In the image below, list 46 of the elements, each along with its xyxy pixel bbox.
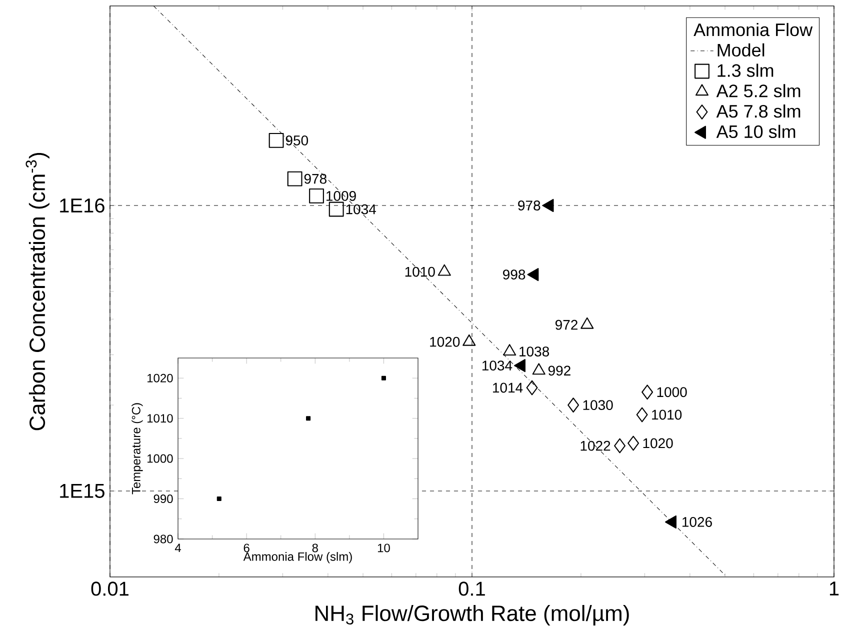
annotation: 972 (555, 320, 578, 330)
annotation: 1009 (326, 191, 356, 201)
annotation: 1038 (520, 346, 550, 356)
annotation: 1022 (580, 440, 610, 451)
annotation: 978 (518, 200, 540, 210)
annotation: 1026 (682, 517, 712, 527)
point (216, 496, 222, 502)
annotation: 992 (548, 366, 570, 376)
annotation: 998 (503, 270, 526, 280)
annotation: 1010 (405, 266, 435, 277)
x-tick-label: 1 (830, 582, 839, 596)
legend-label: A5 10 slm (716, 124, 796, 138)
legend-label: A5 7.8 slm (716, 104, 800, 118)
x-axis-title: Ammonia Flow (slm) (243, 552, 352, 564)
annotation: 1020 (643, 438, 673, 448)
x-axis-title: NH$_{3}$ Flow/Growth Rate (mol/µm) (316, 604, 629, 626)
y-tick-label: 1E16 (60, 198, 104, 213)
point (381, 376, 386, 380)
y-tick-label: 1020 (148, 374, 173, 382)
annotation: 1034 (346, 204, 376, 214)
annotation: 1034 (482, 360, 512, 371)
y-tick-label: 1010 (148, 414, 173, 423)
y-tick-label: 1E15 (60, 484, 104, 498)
x-tick-label: 8 (312, 544, 318, 552)
x-tick-label: 10 (378, 544, 390, 552)
annotation: 950 (286, 135, 308, 146)
y-tick-label: 990 (154, 494, 173, 504)
x-tick-label: 0.01 (91, 582, 128, 596)
annotation: 978 (304, 174, 326, 184)
annotation: 1010 (652, 410, 682, 420)
legend-title: Ammonia Flow (694, 22, 813, 36)
y-axis-title: Temperature (°C) (132, 403, 143, 494)
y-tick-label: 980 (154, 534, 173, 544)
legend-label: 1.3 slm (718, 64, 774, 77)
legend-label: Model (718, 43, 764, 57)
y-axis-title: Carbon Concentration (cm$^{-3}$) (26, 152, 50, 430)
x-tick-label: 0.1 (458, 582, 485, 596)
point (306, 416, 311, 421)
annotation: 1030 (583, 400, 613, 410)
annotation: 1020 (430, 336, 460, 347)
annotation: 1014 (493, 382, 523, 393)
x-tick-label: 6 (244, 544, 250, 552)
annotation: 1000 (657, 387, 687, 398)
x-tick-label: 4 (174, 544, 181, 552)
legend-label: A2 5.2 slm (716, 84, 800, 98)
y-tick-label: 1000 (148, 454, 173, 463)
